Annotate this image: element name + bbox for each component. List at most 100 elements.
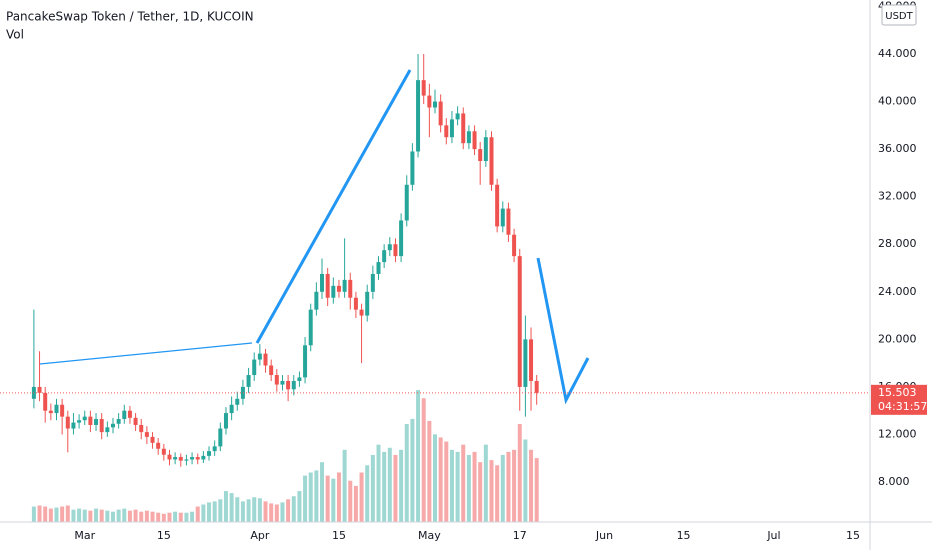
candle-body bbox=[229, 404, 234, 414]
volume-bar bbox=[65, 505, 70, 522]
candle-body bbox=[218, 428, 223, 447]
candle-body bbox=[472, 131, 477, 150]
candle-body bbox=[257, 353, 262, 360]
candle-body bbox=[336, 285, 341, 292]
trend-line bbox=[255, 69, 412, 344]
candle-body bbox=[77, 420, 82, 423]
volume-bar bbox=[410, 418, 415, 522]
volume-bar bbox=[37, 505, 42, 522]
volume-bar bbox=[60, 506, 65, 522]
volume-bar bbox=[320, 462, 325, 522]
candle-body bbox=[291, 380, 296, 390]
candle-body bbox=[461, 113, 466, 144]
candle-body bbox=[43, 392, 48, 411]
volume-bar bbox=[342, 449, 347, 522]
volume-bar bbox=[207, 502, 212, 522]
countdown-label: 04:31:57 bbox=[878, 400, 927, 413]
candle-body bbox=[195, 457, 200, 460]
volume-bar bbox=[229, 493, 234, 522]
y-tick-label: 40.000 bbox=[878, 95, 917, 108]
volume-bar bbox=[444, 441, 449, 522]
candle-body bbox=[495, 184, 500, 227]
candle-body bbox=[161, 448, 166, 455]
candle-body bbox=[65, 416, 70, 429]
volume-bar bbox=[167, 512, 172, 522]
trend-line bbox=[39, 342, 253, 365]
candle-body bbox=[421, 80, 426, 96]
volume-bar bbox=[201, 504, 206, 522]
last-price-label: 15.503 bbox=[878, 386, 917, 399]
candle-body bbox=[399, 220, 404, 257]
volume-bar bbox=[122, 508, 127, 522]
volume-bar bbox=[438, 437, 443, 522]
currency-box[interactable] bbox=[881, 4, 917, 26]
candle-body bbox=[404, 184, 409, 221]
candle-body bbox=[506, 208, 511, 235]
candle-body bbox=[212, 446, 217, 452]
candle-body bbox=[314, 291, 319, 310]
candle-body bbox=[167, 454, 172, 460]
candle-body bbox=[523, 339, 528, 387]
volume-bar bbox=[421, 398, 426, 522]
x-tick-label: 15 bbox=[677, 529, 691, 542]
volume-bar bbox=[257, 498, 262, 522]
candle-body bbox=[534, 380, 539, 393]
volume-bar bbox=[461, 444, 466, 522]
candle-body bbox=[444, 125, 449, 138]
volume-bar bbox=[297, 491, 302, 522]
volume-label: Vol bbox=[6, 28, 24, 42]
y-tick-label: 20.000 bbox=[878, 332, 917, 345]
candle-body bbox=[359, 309, 364, 316]
volume-bar bbox=[240, 501, 245, 522]
volume-bar bbox=[31, 506, 36, 522]
volume-bar bbox=[455, 451, 460, 522]
volume-bar bbox=[235, 497, 240, 522]
x-tick-label: 17 bbox=[513, 529, 527, 542]
candle-body bbox=[348, 279, 353, 298]
y-tick-label: 36.000 bbox=[878, 142, 917, 155]
volume-bar bbox=[150, 511, 155, 522]
candle-body bbox=[376, 262, 381, 274]
volume-bar bbox=[433, 434, 437, 522]
x-tick-label: Mar bbox=[74, 529, 95, 542]
candle-body bbox=[48, 410, 53, 414]
y-tick-label: 32.000 bbox=[878, 190, 917, 203]
candle-body bbox=[139, 424, 144, 433]
volume-bar bbox=[88, 510, 93, 522]
candle-body bbox=[365, 291, 370, 316]
candle-body bbox=[252, 359, 257, 376]
candle-body bbox=[207, 451, 212, 456]
volume-bar bbox=[173, 511, 178, 522]
volume-bar bbox=[393, 454, 398, 522]
y-tick-label: 12.000 bbox=[878, 427, 917, 440]
volume-bar bbox=[280, 502, 285, 522]
candle-body bbox=[393, 244, 398, 257]
volume-bar bbox=[359, 472, 364, 522]
x-tick-label: May bbox=[418, 529, 441, 542]
candle-body bbox=[478, 149, 483, 161]
volume-bar bbox=[178, 512, 183, 522]
x-tick-label: Apr bbox=[250, 529, 270, 542]
volume-bar bbox=[99, 509, 104, 522]
volume-bar bbox=[449, 449, 454, 522]
volume-layer bbox=[31, 390, 539, 522]
x-tick-label: Jul bbox=[766, 529, 780, 542]
candle-body bbox=[37, 386, 42, 393]
volume-bar bbox=[472, 451, 477, 522]
volume-bar bbox=[274, 504, 279, 522]
volume-bar bbox=[534, 458, 539, 522]
x-tick-label: 15 bbox=[157, 529, 171, 542]
candle-layer bbox=[31, 53, 539, 467]
volume-bar bbox=[48, 508, 53, 522]
volume-bar bbox=[43, 506, 48, 522]
volume-bar bbox=[212, 501, 217, 522]
volume-bar bbox=[500, 454, 505, 522]
volume-bar bbox=[353, 485, 358, 522]
volume-bar bbox=[331, 478, 336, 522]
volume-bar bbox=[291, 496, 296, 522]
volume-bar bbox=[110, 511, 115, 522]
volume-bar bbox=[478, 462, 483, 522]
volume-bar bbox=[336, 472, 341, 522]
volume-bar bbox=[252, 497, 257, 522]
